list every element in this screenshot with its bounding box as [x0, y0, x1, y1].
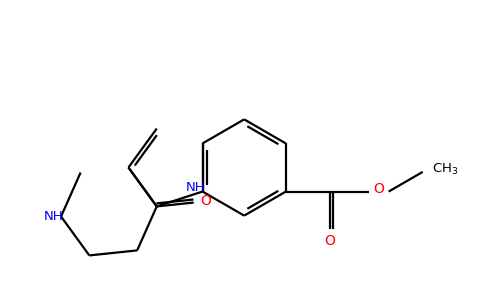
Text: O: O	[200, 194, 212, 208]
Text: NH: NH	[44, 210, 63, 223]
Text: CH$_3$: CH$_3$	[432, 162, 458, 177]
Text: O: O	[373, 182, 384, 197]
Text: NH: NH	[186, 181, 206, 194]
Text: O: O	[324, 234, 335, 248]
